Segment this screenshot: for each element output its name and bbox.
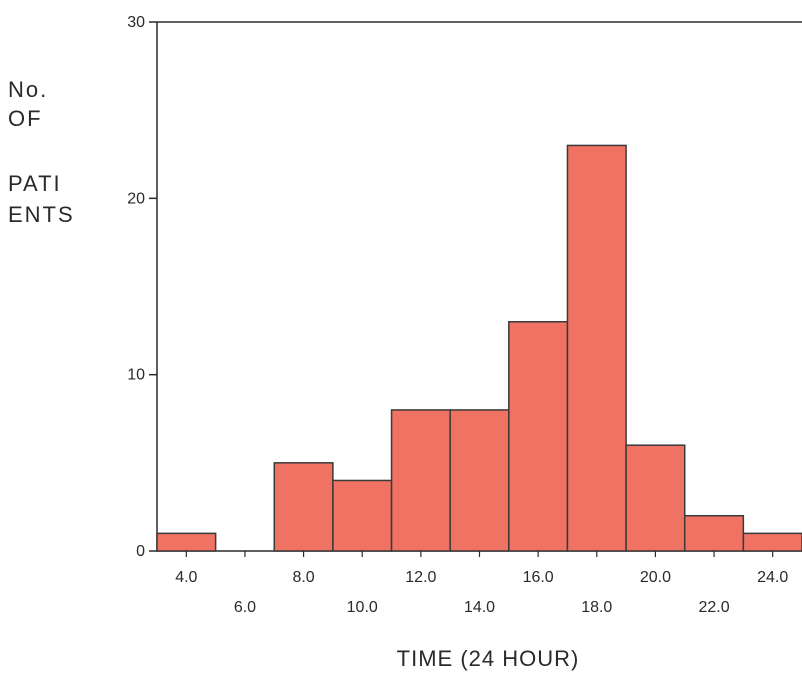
histogram-bar	[390, 409, 451, 552]
y-tick-label: 20	[127, 190, 145, 207]
histogram-bar	[156, 532, 217, 552]
x-tick-label: 6.0	[234, 599, 256, 616]
bars	[156, 144, 802, 552]
x-tick-label: 4.0	[175, 569, 197, 586]
histogram-bar	[508, 321, 569, 552]
x-tick-label: 24.0	[757, 569, 788, 586]
histogram-bar	[332, 479, 393, 552]
x-tick-label: 20.0	[640, 569, 671, 586]
y-axis-title-line: OF	[8, 106, 43, 131]
y-axis-title-line: ENTS	[8, 202, 75, 227]
x-tick-label: 16.0	[523, 569, 554, 586]
x-tick-label: 10.0	[347, 599, 378, 616]
y-tick-label: 30	[127, 14, 145, 31]
y-axis-title: No. OF PATI ENTS	[8, 77, 75, 227]
y-axis-title-line: No.	[8, 77, 48, 102]
y-tick-label: 0	[136, 543, 145, 560]
histogram-bar	[449, 409, 510, 552]
histogram-bar	[273, 462, 334, 552]
y-axis: 0 10 20 30	[127, 14, 157, 560]
y-tick-label: 10	[127, 367, 145, 384]
histogram-bar	[566, 144, 627, 552]
histogram-bar	[683, 514, 745, 552]
x-axis: 4.0 6.0 8.0 10.0 12.0 14.0 16.0 18.0 20.0 22.0 24.…	[175, 551, 788, 616]
x-tick-label: 12.0	[405, 569, 436, 586]
x-tick-label: 22.0	[698, 599, 729, 616]
x-axis-title: TIME (24 HOUR)	[397, 646, 580, 671]
x-tick-label: 8.0	[292, 569, 314, 586]
histogram-bar	[625, 444, 686, 552]
histogram-bar	[742, 532, 802, 552]
y-axis-title-line: PATI	[8, 171, 62, 196]
x-tick-label: 14.0	[464, 599, 495, 616]
x-tick-label: 18.0	[581, 599, 612, 616]
